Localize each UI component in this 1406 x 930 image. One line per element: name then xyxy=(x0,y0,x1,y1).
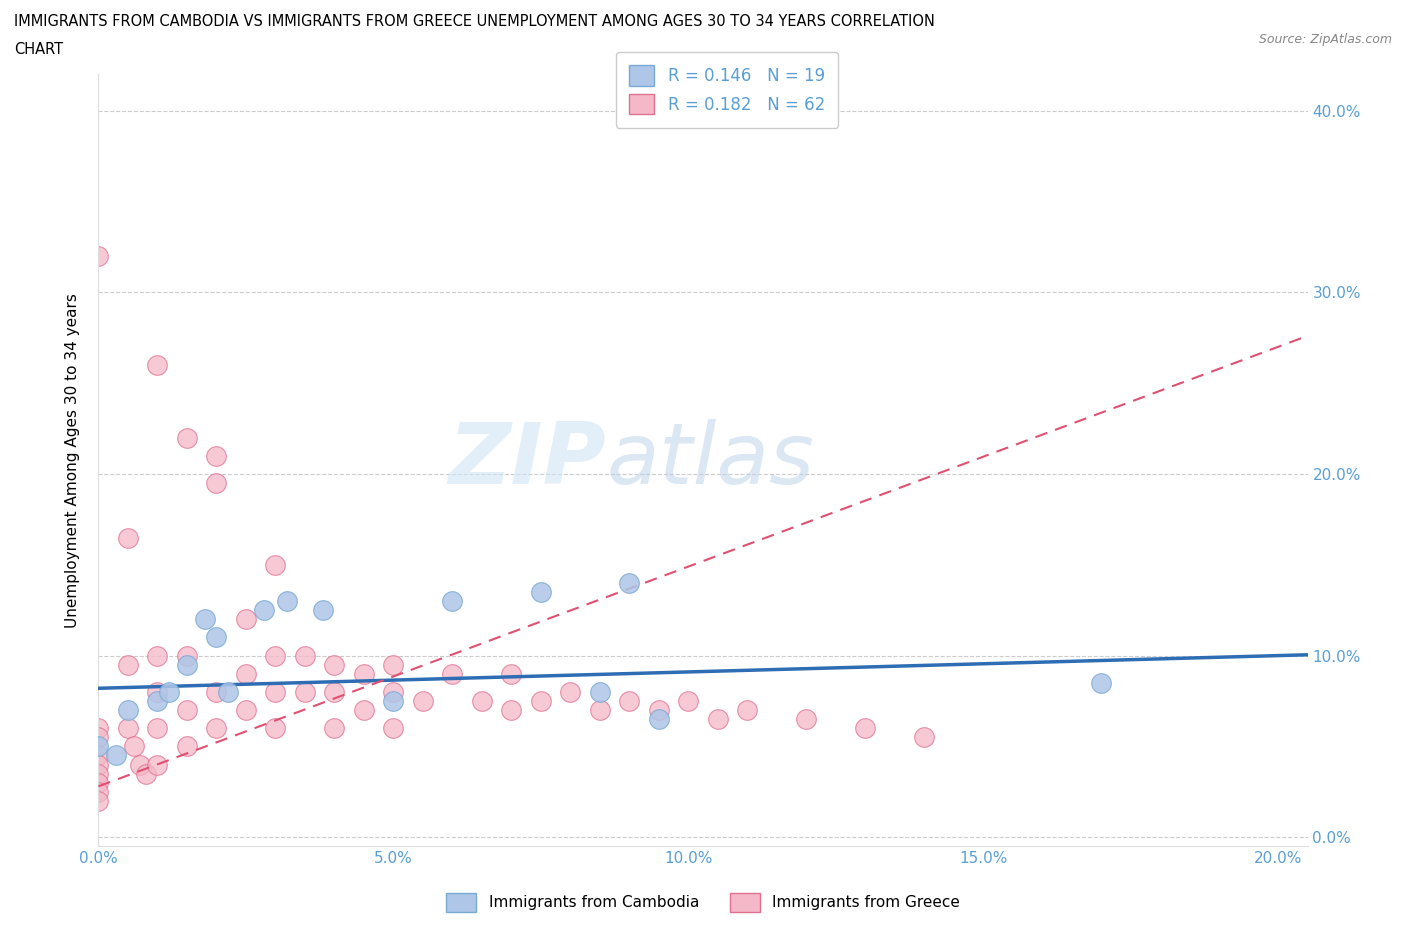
Point xyxy=(87,730,110,745)
Point xyxy=(323,684,346,699)
Point xyxy=(87,793,110,808)
Point xyxy=(146,684,169,699)
Point xyxy=(117,703,139,718)
Point xyxy=(205,475,228,490)
Point xyxy=(353,703,375,718)
Point xyxy=(501,703,523,718)
Point xyxy=(311,603,333,618)
Point xyxy=(176,648,198,663)
Legend: R = 0.146   N = 19, R = 0.182   N = 62: R = 0.146 N = 19, R = 0.182 N = 62 xyxy=(616,52,838,127)
Point xyxy=(441,593,464,608)
Point xyxy=(205,721,228,736)
Point xyxy=(560,684,582,699)
Point xyxy=(648,711,671,726)
Point xyxy=(353,666,375,681)
Point xyxy=(706,711,728,726)
Point xyxy=(382,658,405,672)
Point xyxy=(176,739,198,754)
Legend: Immigrants from Cambodia, Immigrants from Greece: Immigrants from Cambodia, Immigrants fro… xyxy=(440,887,966,918)
Point xyxy=(128,757,150,772)
Point xyxy=(678,694,700,709)
Point xyxy=(105,748,128,763)
Point xyxy=(194,612,217,627)
Point xyxy=(252,603,274,618)
Text: atlas: atlas xyxy=(606,418,814,502)
Point xyxy=(235,612,257,627)
Point xyxy=(176,703,198,718)
Point xyxy=(146,357,169,372)
Point xyxy=(87,784,110,799)
Point xyxy=(382,721,405,736)
Point xyxy=(87,248,110,263)
Point xyxy=(176,431,198,445)
Point xyxy=(176,658,198,672)
Point xyxy=(471,694,494,709)
Point xyxy=(117,530,139,545)
Point xyxy=(146,721,169,736)
Point xyxy=(87,748,110,763)
Point xyxy=(117,721,139,736)
Point xyxy=(235,666,257,681)
Point xyxy=(146,757,169,772)
Point xyxy=(1090,675,1112,690)
Point xyxy=(117,658,139,672)
Text: ZIP: ZIP xyxy=(449,418,606,502)
Point xyxy=(235,703,257,718)
Text: IMMIGRANTS FROM CAMBODIA VS IMMIGRANTS FROM GREECE UNEMPLOYMENT AMONG AGES 30 TO: IMMIGRANTS FROM CAMBODIA VS IMMIGRANTS F… xyxy=(14,14,935,29)
Point xyxy=(323,658,346,672)
Point xyxy=(217,684,239,699)
Text: Source: ZipAtlas.com: Source: ZipAtlas.com xyxy=(1258,33,1392,46)
Point xyxy=(157,684,180,699)
Point xyxy=(276,593,298,608)
Point xyxy=(87,721,110,736)
Point xyxy=(382,694,405,709)
Text: CHART: CHART xyxy=(14,42,63,57)
Point xyxy=(501,666,523,681)
Point xyxy=(412,694,434,709)
Point xyxy=(294,684,316,699)
Point xyxy=(146,694,169,709)
Point xyxy=(530,694,553,709)
Point xyxy=(264,557,287,572)
Point xyxy=(264,721,287,736)
Point xyxy=(530,585,553,600)
Point xyxy=(87,766,110,781)
Point xyxy=(912,730,935,745)
Point xyxy=(264,648,287,663)
Point xyxy=(294,648,316,663)
Point xyxy=(619,576,641,591)
Point xyxy=(735,703,758,718)
Point xyxy=(135,766,157,781)
Point xyxy=(589,703,612,718)
Y-axis label: Unemployment Among Ages 30 to 34 years: Unemployment Among Ages 30 to 34 years xyxy=(65,293,80,628)
Point xyxy=(122,739,145,754)
Point xyxy=(205,448,228,463)
Point xyxy=(87,776,110,790)
Point xyxy=(648,703,671,718)
Point xyxy=(87,757,110,772)
Point xyxy=(146,648,169,663)
Point xyxy=(441,666,464,681)
Point xyxy=(205,630,228,644)
Point xyxy=(87,739,110,754)
Point xyxy=(323,721,346,736)
Point xyxy=(382,684,405,699)
Point xyxy=(853,721,876,736)
Point xyxy=(264,684,287,699)
Point xyxy=(589,684,612,699)
Point xyxy=(794,711,817,726)
Point xyxy=(619,694,641,709)
Point xyxy=(205,684,228,699)
